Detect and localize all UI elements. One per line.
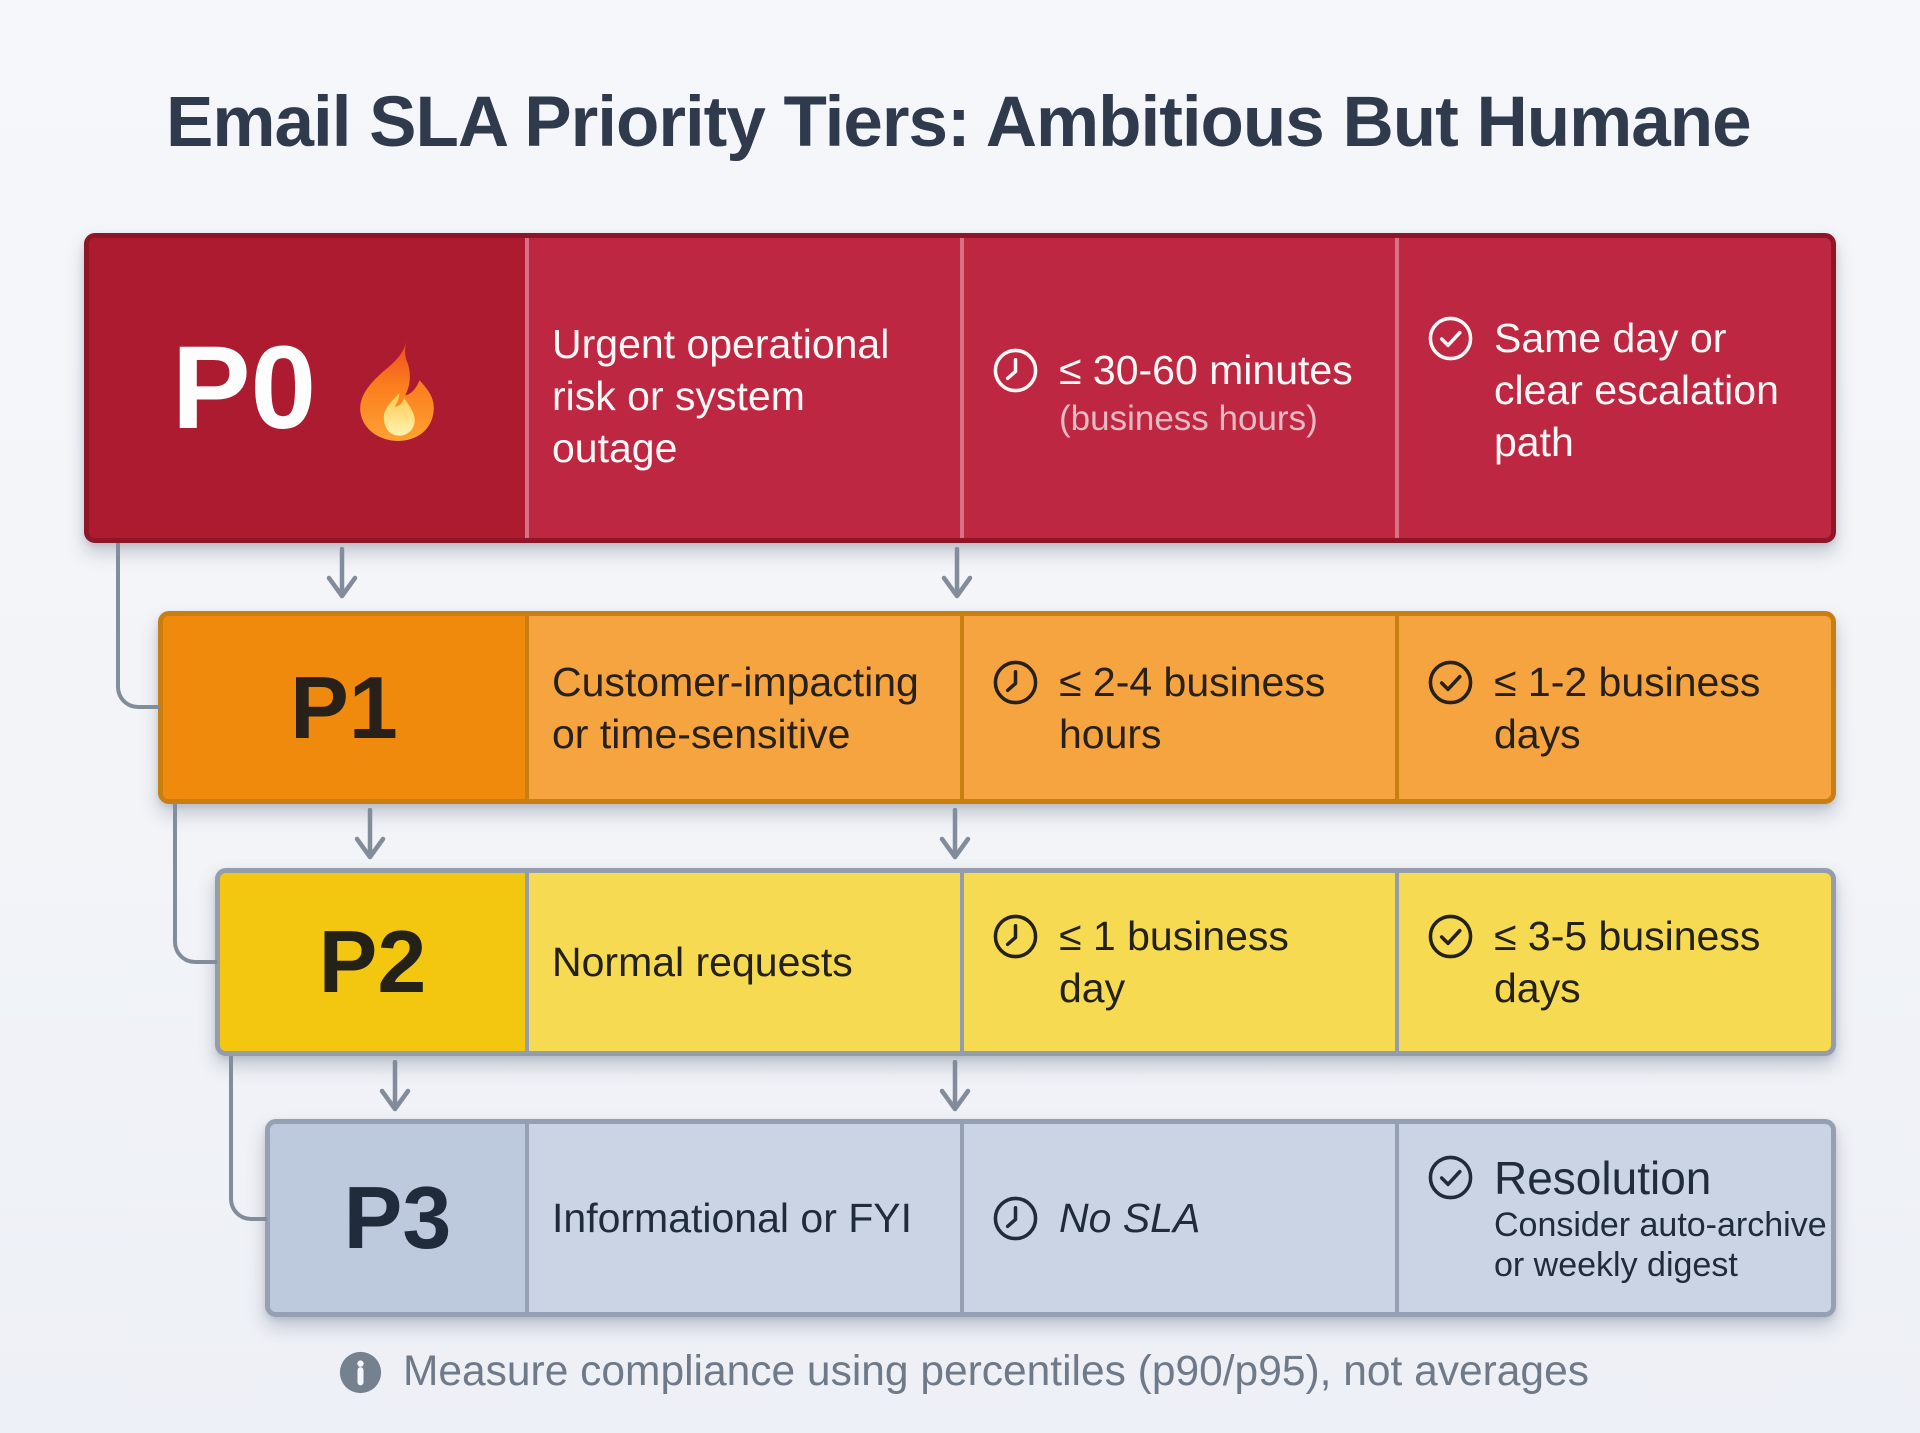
tier-p2-resolution-cell: ≤ 3-5 business days [1395, 873, 1831, 1051]
fire-emoji-icon [360, 339, 434, 441]
elbow-connector-p1-p2 [173, 804, 217, 964]
down-arrow [379, 1060, 411, 1112]
tier-p3-resolution-title: Resolution [1494, 1152, 1712, 1204]
tier-p0-resolution-cell: Same day or clear escalation path [1395, 238, 1831, 538]
clock-icon [993, 914, 1038, 959]
tier-row-p0: P0 Urgent operational risk or system out… [84, 233, 1836, 543]
page-title: Email SLA Priority Tiers: Ambitious But … [166, 83, 1752, 162]
tier-p3-description-cell: Informational or FYI [525, 1124, 960, 1312]
tier-row-p1: P1 Customer-impacting or time-sensitive … [158, 611, 1836, 804]
check-circle-icon [1428, 914, 1473, 959]
tier-p3-response: No SLA [1059, 1195, 1201, 1241]
tier-row-p3: P3 Informational or FYI No SLA Resol [265, 1119, 1836, 1317]
tier-p1-description: Customer-impacting or time-sensitive [552, 658, 919, 757]
tier-p2-label: P2 [318, 912, 427, 1011]
tier-p2-description-cell: Normal requests [525, 873, 960, 1051]
tier-p1-description-cell: Customer-impacting or time-sensitive [525, 616, 960, 799]
tier-p2-response: ≤ 1 business day [1059, 913, 1289, 1011]
tier-p3-resolution-cell: Resolution Consider auto-archive or week… [1395, 1124, 1831, 1312]
footer-note: Measure compliance using percentiles (p9… [338, 1348, 1589, 1396]
tier-p3-response-cell: No SLA [960, 1124, 1395, 1312]
down-arrow [354, 808, 386, 860]
tier-p2-description: Normal requests [552, 939, 853, 985]
down-arrow [941, 547, 973, 599]
elbow-connector-p0-p1 [116, 543, 160, 709]
tier-row-p2: P2 Normal requests ≤ 1 business day ≤ 3-… [215, 868, 1836, 1056]
check-circle-icon [1428, 1155, 1473, 1200]
tier-p0-label-cell: P0 [89, 238, 525, 538]
tier-p3-resolution-note: Consider auto-archive or weekly digest [1494, 1206, 1827, 1284]
down-arrow [939, 1060, 971, 1112]
tier-p2-resolution: ≤ 3-5 business days [1494, 913, 1761, 1011]
check-circle-icon [1428, 660, 1473, 704]
tier-p3-label: P3 [343, 1168, 452, 1267]
tier-p2-response-cell: ≤ 1 business day [960, 873, 1395, 1051]
tier-p1-response: ≤ 2-4 business hours [1059, 658, 1326, 757]
tier-p0-response: ≤ 30-60 minutes [1059, 346, 1353, 393]
info-icon [339, 1351, 382, 1393]
tier-p0-resolution: Same day or clear escalation path [1494, 314, 1779, 465]
down-arrow [939, 808, 971, 860]
tier-p0-label: P0 [171, 322, 317, 454]
tier-p1-resolution: ≤ 1-2 business days [1494, 658, 1761, 757]
tier-p3-description: Informational or FYI [552, 1195, 913, 1241]
tier-p1-resolution-cell: ≤ 1-2 business days [1395, 616, 1831, 799]
clock-icon [993, 1196, 1038, 1241]
tier-p1-label-cell: P1 [163, 616, 525, 799]
footer-note-text: Measure compliance using percentiles (p9… [403, 1348, 1589, 1395]
tier-p2-label-cell: P2 [220, 873, 525, 1051]
check-circle-icon [1428, 316, 1473, 360]
tier-p0-response-cell: ≤ 30-60 minutes (business hours) [960, 238, 1395, 538]
tier-p3-label-cell: P3 [270, 1124, 525, 1312]
tier-p0-response-note: (business hours) [1059, 398, 1318, 438]
clock-icon [993, 348, 1038, 392]
clock-icon [993, 660, 1038, 704]
down-arrow [326, 547, 358, 599]
tier-p1-label: P1 [290, 657, 398, 757]
elbow-connector-p2-p3 [229, 1056, 267, 1221]
tier-p0-description: Urgent operational risk or system outage [552, 320, 890, 471]
tier-p0-description-cell: Urgent operational risk or system outage [525, 238, 960, 538]
tier-p1-response-cell: ≤ 2-4 business hours [960, 616, 1395, 799]
